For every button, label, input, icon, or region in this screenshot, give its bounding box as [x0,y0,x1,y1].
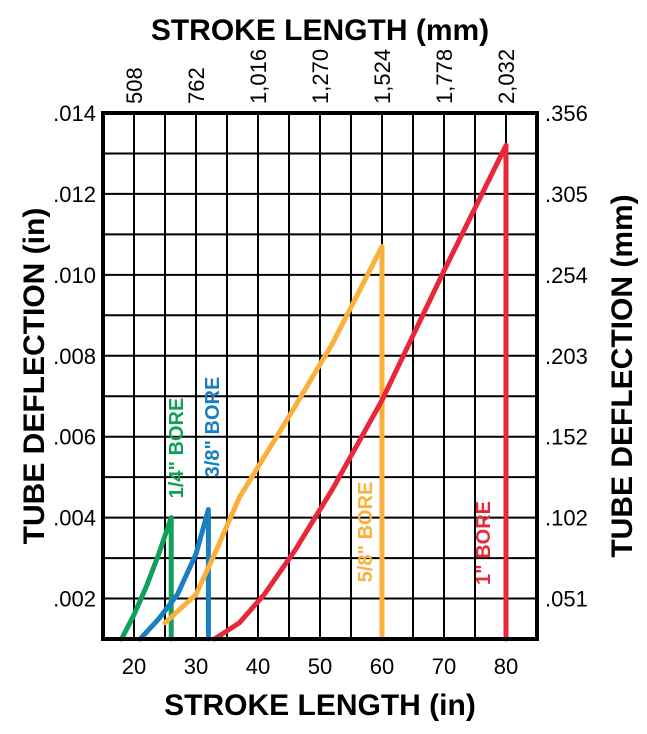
x-tick-label: 30 [184,654,208,679]
series-curve [119,515,174,642]
series-curves [119,142,509,642]
y2-tick-label: .051 [545,587,588,612]
bottom-axis-title: STROKE LENGTH (in) [164,689,476,722]
series-curve [212,142,509,642]
right-axis-title: TUBE DEFLECTION (mm) [606,194,639,557]
tick-labels: 20 30 40 50 60 70 80 508 762 1,016 1,270 1,524 1,778… [53,49,588,679]
x-tick-label: 50 [308,654,332,679]
y-tick-label: .002 [53,587,96,612]
x-tick-label: 60 [370,654,394,679]
x2-tick-label: 1,778 [432,49,457,104]
x2-tick-label: 2,032 [494,49,519,104]
x-tick-label: 20 [122,654,146,679]
x2-tick-label: 1,270 [308,49,333,104]
series-curve [162,244,385,642]
y-tick-label: .012 [53,182,96,207]
y2-tick-label: .152 [545,425,588,450]
series-curve [137,507,211,642]
x2-tick-label: 762 [184,67,209,104]
y2-tick-label: .203 [545,344,588,369]
x-tick-label: 40 [246,654,270,679]
grid [103,113,537,639]
x-tick-label: 80 [494,654,518,679]
series-label: 3/8" BORE [202,377,224,478]
y2-tick-label: .305 [545,182,588,207]
x2-tick-label: 1,016 [246,49,271,104]
plot-frame [101,111,539,641]
y-tick-label: .008 [53,344,96,369]
y2-tick-label: .102 [545,506,588,531]
series-label: 1" BORE [473,501,495,585]
y2-tick-label: .356 [545,101,588,126]
y2-tick-label: .254 [545,263,588,288]
x-tick-label: 70 [432,654,456,679]
y-tick-label: .010 [53,263,96,288]
series-label: 5/8" BORE [355,482,377,583]
y-tick-label: .006 [53,425,96,450]
y-tick-label: .014 [53,101,96,126]
x2-tick-label: 508 [122,67,147,104]
y-tick-label: .004 [53,506,96,531]
series-labels: 1/4" BORE 3/8" BORE 5/8" BORE 1" BORE [166,377,495,585]
series-label: 1/4" BORE [166,398,188,499]
top-axis-title: STROKE LENGTH (mm) [151,14,489,47]
left-axis-title: TUBE DEFLECTION (in) [18,208,51,545]
x2-tick-label: 1,524 [370,49,395,104]
